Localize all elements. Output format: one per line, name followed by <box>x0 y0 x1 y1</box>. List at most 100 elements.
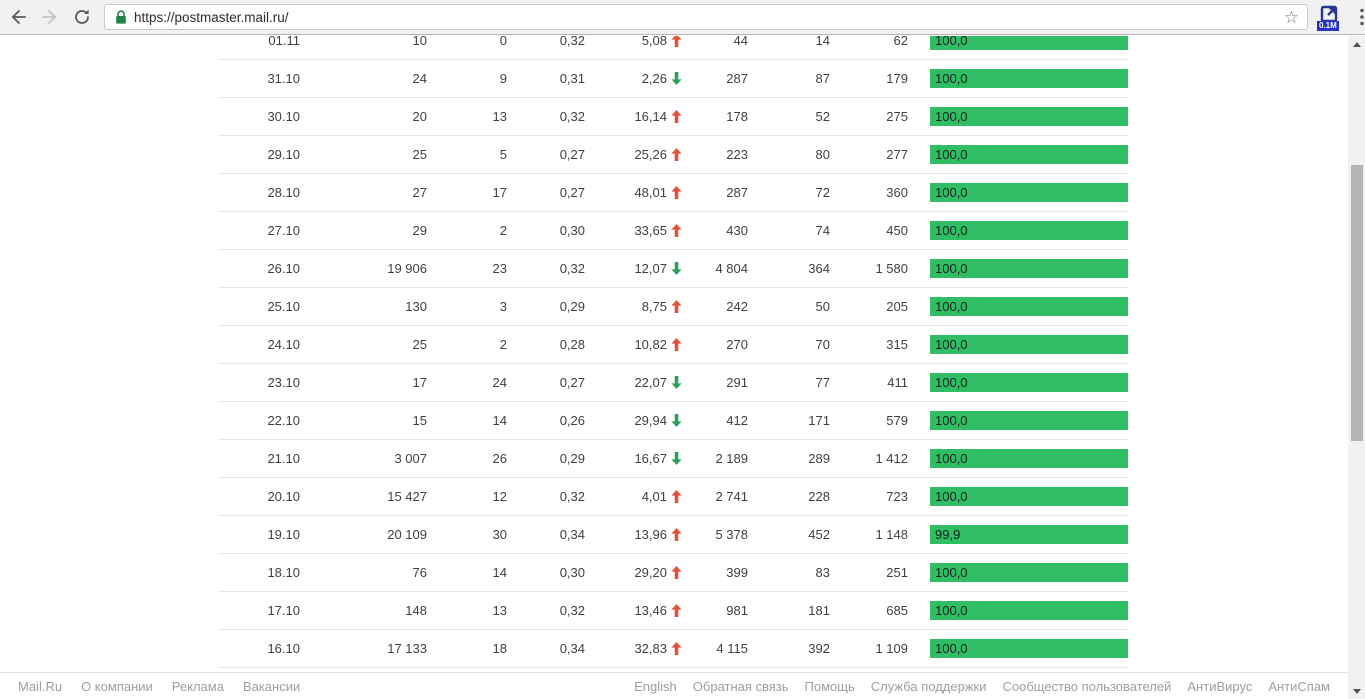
cell-value-6: 291 <box>726 375 748 390</box>
cell-value-6: 412 <box>726 413 748 428</box>
table-row: 30.10 20 13 0,32 16,14 178 52 275 100,0 <box>218 98 1128 136</box>
cell-value-8: 179 <box>886 71 908 86</box>
cell-value-3: 24 <box>492 375 507 390</box>
cell-bar: 100,0 <box>908 563 1128 582</box>
percent-bar: 100,0 <box>930 183 1128 202</box>
percent-bar: 100,0 <box>930 487 1128 506</box>
cell-value-3: 14 <box>492 565 507 580</box>
vertical-scrollbar[interactable] <box>1348 36 1365 699</box>
cell-trend: 25,26 <box>585 147 682 162</box>
scrollbar-up-button[interactable] <box>1348 36 1365 52</box>
cell-value-6: 2 189 <box>715 451 748 466</box>
table-row: 24.10 25 2 0,28 10,82 270 70 315 100,0 <box>218 326 1128 364</box>
percent-bar: 100,0 <box>930 449 1128 468</box>
cell-date: 19.10 <box>267 527 300 542</box>
cell-date: 01.11 <box>268 36 300 48</box>
scrollbar-down-button[interactable] <box>1348 683 1365 699</box>
cell-trend: 10,82 <box>585 337 682 352</box>
cell-bar: 100,0 <box>908 297 1128 316</box>
percent-bar-label: 100,0 <box>935 299 968 314</box>
extension-icon[interactable]: 0.1M <box>1317 2 1343 32</box>
cell-value-7: 364 <box>808 261 830 276</box>
bookmark-star-icon[interactable]: ☆ <box>1283 7 1299 27</box>
cell-value-8: 411 <box>887 375 908 390</box>
cell-value-8: 685 <box>886 603 908 618</box>
rank-arrow-icon <box>1320 5 1338 23</box>
cell-value-2: 19 906 <box>387 261 427 276</box>
cell-value-6: 178 <box>726 109 748 124</box>
cell-value-8: 723 <box>886 489 908 504</box>
cell-date: 20.10 <box>267 489 300 504</box>
cell-value-6: 270 <box>726 337 748 352</box>
percent-bar-label: 100,0 <box>935 36 968 48</box>
cell-trend: 29,20 <box>585 565 682 580</box>
page-footer: Mail.Ru О компании Реклама Вакансии Engl… <box>0 672 1348 699</box>
back-arrow-icon <box>11 10 26 24</box>
footer-link[interactable]: Вакансии <box>242 678 301 694</box>
percent-bar-label: 100,0 <box>935 603 968 618</box>
cell-trend: 16,67 <box>585 451 682 466</box>
footer-link[interactable]: Сообщество пользователей <box>1002 678 1172 694</box>
table-row: 21.10 3 007 26 0,29 16,67 2 189 289 1 41… <box>218 440 1128 478</box>
cell-value-2: 17 133 <box>387 641 427 656</box>
percent-bar: 100,0 <box>930 69 1128 88</box>
trend-value: 8,75 <box>641 299 667 314</box>
cell-value-3: 2 <box>499 223 507 238</box>
trend-arrow-icon <box>671 36 682 47</box>
cell-value-7: 392 <box>808 641 830 656</box>
browser-menu-button[interactable] <box>1349 3 1365 31</box>
footer-link[interactable]: О компании <box>81 678 153 694</box>
percent-bar: 100,0 <box>930 563 1128 582</box>
percent-bar: 99,9 <box>930 525 1128 544</box>
percent-bar: 100,0 <box>930 107 1128 126</box>
cell-value-6: 981 <box>726 603 748 618</box>
cell-date: 31.10 <box>267 71 300 86</box>
cell-value-8: 315 <box>886 337 908 352</box>
footer-link[interactable]: Реклама <box>171 678 224 694</box>
url-text[interactable]: https://postmaster.mail.ru/ <box>134 9 289 25</box>
footer-link[interactable]: Mail.Ru <box>18 678 63 694</box>
cell-value-2: 3 007 <box>394 451 427 466</box>
footer-link[interactable]: Помощь <box>804 678 855 694</box>
cell-value-6: 242 <box>726 299 748 314</box>
footer-link[interactable]: АнтиСпам <box>1268 678 1330 694</box>
percent-bar: 100,0 <box>930 145 1128 164</box>
percent-bar-label: 99,9 <box>935 527 961 542</box>
cell-value-7: 171 <box>808 413 830 428</box>
footer-link[interactable]: Обратная связь <box>692 678 789 694</box>
cell-trend: 32,83 <box>585 641 682 656</box>
cell-value-6: 287 <box>726 71 748 86</box>
trend-value: 12,07 <box>634 261 667 276</box>
back-button[interactable] <box>4 3 32 31</box>
footer-link[interactable]: English <box>634 678 677 694</box>
scrollbar-thumb[interactable] <box>1351 165 1363 441</box>
address-bar[interactable]: https://postmaster.mail.ru/ ☆ <box>104 4 1308 30</box>
cell-value-8: 1 412 <box>875 451 908 466</box>
cell-bar: 100,0 <box>908 639 1128 658</box>
page-content: 01.11 10 0 0,32 5,08 44 14 62 100,0 31.1… <box>0 36 1348 699</box>
cell-value-6: 4 804 <box>715 261 748 276</box>
forward-button[interactable] <box>36 3 64 31</box>
cell-value-2: 20 109 <box>387 527 427 542</box>
cell-value-7: 50 <box>815 299 830 314</box>
cell-date: 25.10 <box>267 299 300 314</box>
cell-value-3: 26 <box>492 451 507 466</box>
cell-value-3: 18 <box>492 641 507 656</box>
trend-value: 29,94 <box>634 413 667 428</box>
cell-value-2: 20 <box>412 109 427 124</box>
trend-arrow-icon <box>671 148 682 161</box>
trend-value: 13,46 <box>634 603 667 618</box>
trend-value: 48,01 <box>634 185 667 200</box>
footer-link[interactable]: АнтиВирус <box>1187 678 1253 694</box>
cell-bar: 100,0 <box>908 259 1128 278</box>
table-row: 31.10 24 9 0,31 2,26 287 87 179 100,0 <box>218 60 1128 98</box>
footer-links-right: English Обратная связь Помощь Служба под… <box>618 679 1330 694</box>
reload-button[interactable] <box>68 3 96 31</box>
cell-trend: 16,14 <box>585 109 682 124</box>
reload-icon <box>75 9 89 24</box>
percent-bar-label: 100,0 <box>935 375 968 390</box>
cell-value-4: 0,27 <box>559 147 585 162</box>
percent-bar-label: 100,0 <box>935 565 968 580</box>
footer-link[interactable]: Служба поддержки <box>870 678 987 694</box>
cell-value-8: 62 <box>893 36 908 48</box>
